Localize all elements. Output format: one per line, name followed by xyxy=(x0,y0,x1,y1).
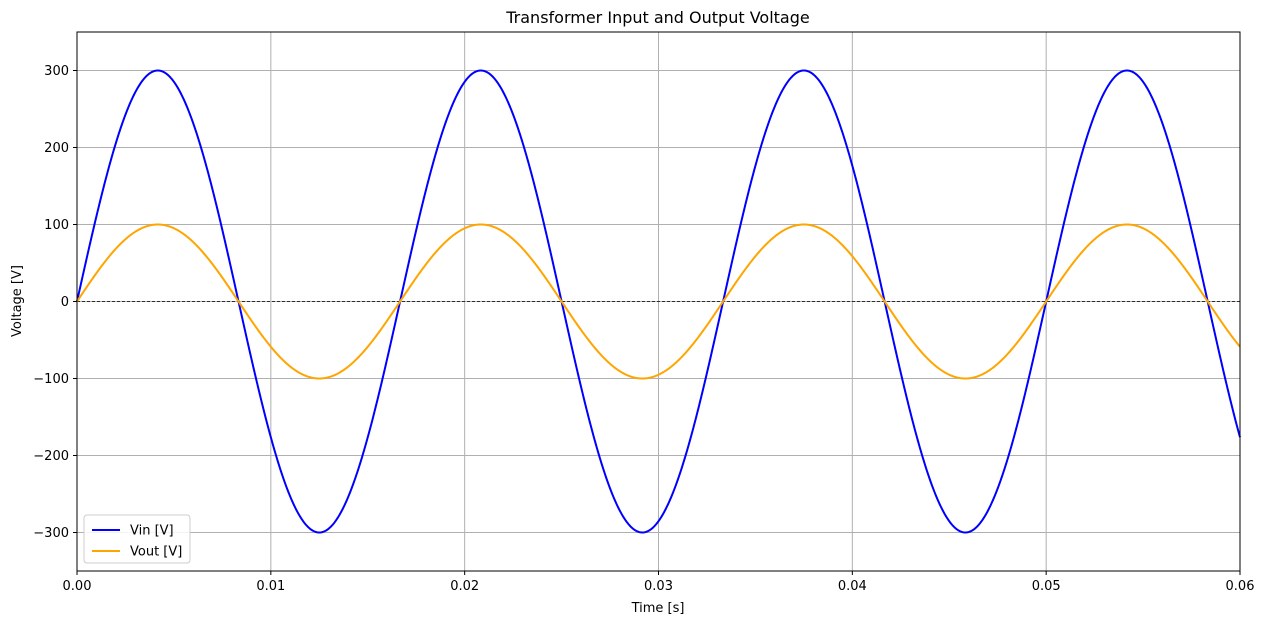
x-tick-label: 0.00 xyxy=(63,579,92,594)
x-tick-label: 0.02 xyxy=(450,579,479,594)
series-line-vout xyxy=(76,223,1241,380)
y-tick-label: −200 xyxy=(33,449,69,464)
y-tick-label: 100 xyxy=(44,218,69,233)
y-tick-label: −100 xyxy=(33,372,69,387)
y-tick-label: 300 xyxy=(44,64,69,79)
y-axis-ticks: −300 −200 −100 0 100 200 300 xyxy=(33,64,77,541)
y-axis-title: Voltage [V] xyxy=(10,265,25,337)
x-tick-label: 0.06 xyxy=(1226,579,1255,594)
series-lines xyxy=(76,69,1241,534)
x-tick-label: 0.04 xyxy=(838,579,867,594)
x-axis-ticks: 0.00 0.01 0.02 0.03 0.04 0.05 0.06 xyxy=(63,571,1255,594)
y-tick-label: −300 xyxy=(33,526,69,541)
legend-label: Vout [V] xyxy=(130,545,182,560)
x-tick-label: 0.05 xyxy=(1032,579,1061,594)
x-axis-title: Time [s] xyxy=(631,601,685,616)
x-tick-label: 0.03 xyxy=(644,579,673,594)
legend-label: Vin [V] xyxy=(130,524,174,539)
y-tick-label: 0 xyxy=(61,295,69,310)
chart-title: Transformer Input and Output Voltage xyxy=(505,8,809,27)
legend: Vin [V] Vout [V] xyxy=(83,514,191,564)
x-tick-label: 0.01 xyxy=(256,579,285,594)
y-tick-label: 200 xyxy=(44,141,69,156)
